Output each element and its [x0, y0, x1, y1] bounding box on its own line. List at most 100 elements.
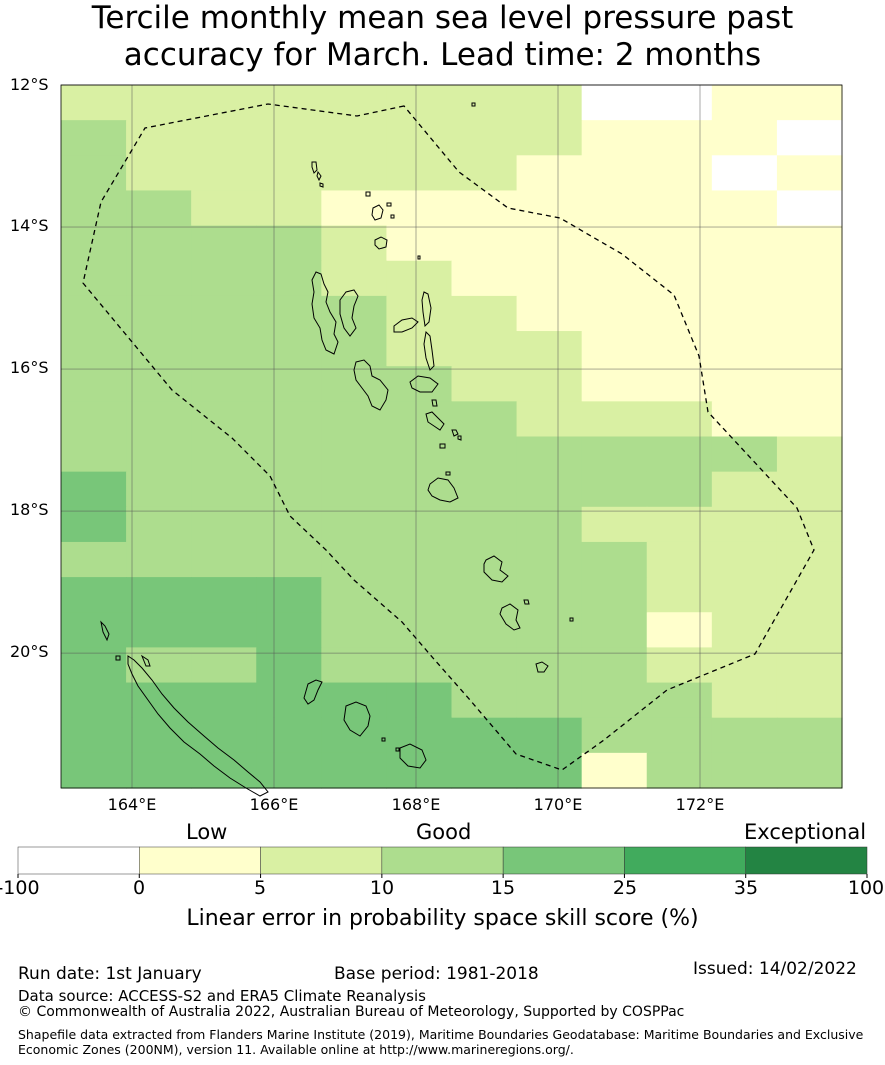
skill-cell [256, 577, 322, 613]
skill-cell [711, 190, 778, 227]
island-gaua [374, 236, 388, 250]
skill-cell [776, 612, 843, 648]
skill-cell [256, 260, 322, 297]
skill-cell [321, 717, 388, 754]
issued-date: Issued: 14/02/2022 [693, 959, 857, 979]
skill-cell [386, 155, 453, 192]
category-good: Good [416, 820, 472, 844]
run-date: Run date: 1st January [18, 964, 202, 984]
skill-cell [321, 752, 388, 789]
skill-cell [321, 155, 388, 192]
skill-cell [581, 647, 648, 684]
skill-cell [646, 401, 713, 438]
skill-cell [776, 506, 843, 543]
island-malo [339, 289, 359, 337]
island-small-s1 [457, 435, 462, 441]
skill-cell [711, 682, 778, 719]
colorbar-segment [502, 846, 625, 875]
skill-cell [386, 331, 453, 367]
skill-cell [256, 120, 322, 156]
skill-cell [776, 401, 843, 438]
island-small-n1 [316, 170, 322, 182]
skill-cell [711, 541, 778, 578]
skill-cell [776, 190, 843, 227]
skill-cell [646, 541, 713, 578]
colorbar-segment [381, 846, 504, 875]
skill-cell [191, 295, 257, 332]
title-line-2: accuracy for March. Lead time: 2 months [123, 37, 762, 73]
skill-cell [581, 401, 648, 438]
skill-cell [516, 331, 583, 367]
skill-cell [126, 436, 192, 473]
island-pentecost [423, 330, 435, 371]
skill-cell [581, 260, 648, 297]
skill-cell [516, 436, 583, 473]
skill-cell [61, 577, 127, 613]
skill-cell [776, 717, 843, 754]
skill-cell [581, 612, 648, 648]
island-malakula [353, 359, 389, 411]
skill-cell [126, 612, 192, 648]
skill-cell [61, 295, 127, 332]
skill-cell [61, 717, 127, 754]
skill-cell [321, 331, 388, 367]
skill-cell [711, 295, 778, 332]
skill-cell [61, 225, 127, 262]
skill-cell [386, 225, 453, 262]
skill-cell [61, 612, 127, 648]
skill-cell [126, 331, 192, 367]
skill-cell [321, 471, 388, 508]
colorbar-tick: 5 [253, 877, 267, 899]
skill-cell [126, 717, 192, 754]
skill-cell [386, 85, 453, 121]
skill-cell [126, 225, 192, 262]
lat-tick-18s: 18°S [10, 500, 49, 519]
skill-cell [321, 190, 388, 227]
skill-cell [451, 260, 518, 297]
skill-cell [516, 401, 583, 438]
skill-cell [776, 155, 843, 192]
skill-cell [516, 260, 583, 297]
skill-cell [646, 506, 713, 543]
colorbar-tick: 15 [490, 877, 516, 899]
skill-cell [321, 85, 388, 121]
skill-cell [451, 506, 518, 543]
skill-cell [646, 295, 713, 332]
skill-cell [581, 541, 648, 578]
skill-cell [256, 436, 322, 473]
skill-cell [711, 225, 778, 262]
skill-cell [61, 541, 127, 578]
skill-cell [581, 155, 648, 192]
skill-cell [711, 401, 778, 438]
skill-cell [321, 401, 388, 438]
skill-cell [776, 85, 843, 121]
island-epi [425, 411, 445, 431]
skill-cell [61, 366, 127, 402]
skill-cell [191, 506, 257, 543]
skill-cell [711, 436, 778, 473]
skill-cell [386, 682, 453, 719]
skill-cell [646, 260, 713, 297]
skill-cell [386, 647, 453, 684]
skill-cell [321, 295, 388, 332]
skill-cell [451, 366, 518, 402]
skill-cell [126, 647, 192, 684]
skill-cell [581, 331, 648, 367]
skill-cell [61, 506, 127, 543]
shapefile-credit-line-1: Shapefile data extracted from Flanders M… [18, 1027, 864, 1042]
colorbar-segment [17, 846, 140, 875]
skill-cell [191, 366, 257, 402]
skill-cell [191, 647, 257, 684]
chart-title: Tercile monthly mean sea level pressure … [0, 0, 885, 74]
colorbar [17, 846, 868, 878]
skill-cell [61, 120, 127, 156]
skill-cell [516, 225, 583, 262]
island-erromango [483, 555, 509, 583]
skill-cell [776, 120, 843, 156]
skill-cell [256, 225, 322, 262]
skill-cell [321, 647, 388, 684]
island-new-caledonia [127, 655, 269, 797]
skill-cell [61, 260, 127, 297]
skill-cell [126, 85, 192, 121]
island-small-n3 [386, 202, 392, 207]
